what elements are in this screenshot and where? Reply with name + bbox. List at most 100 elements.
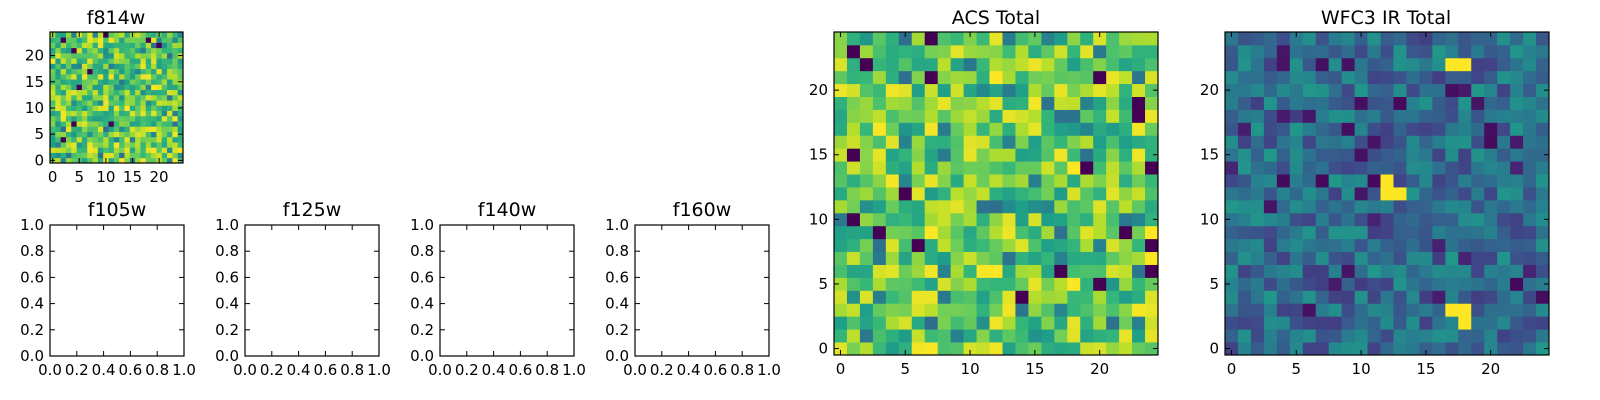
heatmap-cell	[1510, 44, 1524, 59]
heatmap-cell	[1080, 277, 1094, 291]
heatmap-cell	[1041, 277, 1055, 291]
heatmap-cell	[1263, 174, 1278, 188]
heatmap-cell	[135, 121, 141, 127]
axes-f105w: 0.0 0.2 0.4 0.6 0.8 1.00.00.20.40.60.81.0	[20, 216, 196, 379]
heatmap-cell	[1276, 277, 1291, 291]
heatmap-cell	[1341, 122, 1355, 136]
heatmap-cell	[924, 290, 939, 304]
heatmap-cell	[1041, 148, 1055, 162]
heatmap-cell	[129, 42, 136, 49]
heatmap-cell	[1263, 135, 1278, 149]
heatmap-cell	[161, 73, 168, 80]
heatmap-cell	[924, 238, 939, 253]
heatmap-cell	[1341, 251, 1355, 265]
heatmap-cell	[846, 329, 861, 343]
heatmap-cell	[92, 157, 99, 164]
heatmap-cell	[135, 32, 141, 38]
heatmap-cell	[859, 329, 874, 343]
heatmap-cell	[65, 47, 72, 54]
heatmap-cell	[1380, 329, 1394, 343]
heatmap-cell	[113, 131, 120, 138]
heatmap-cell	[145, 157, 152, 164]
heatmap-cell	[172, 105, 179, 111]
heatmap-cell	[108, 126, 115, 132]
heatmap-cell	[129, 79, 136, 85]
axes-f160w: 0.0 0.2 0.4 0.6 0.8 1.00.00.20.40.60.81.0	[605, 216, 781, 379]
heatmap-cell	[1028, 290, 1042, 304]
heatmap-cell	[1132, 264, 1146, 278]
heatmap-cell	[1341, 212, 1355, 227]
heatmap-cell	[172, 89, 179, 96]
heatmap-cell	[1393, 32, 1407, 46]
heatmap-cell	[1419, 109, 1433, 123]
heatmap-cell	[1041, 57, 1055, 72]
heatmap-cell	[1289, 225, 1304, 240]
heatmap-cell	[1380, 342, 1394, 356]
heatmap-cell	[1445, 238, 1459, 253]
heatmap-cell	[911, 290, 926, 304]
heatmap-cell	[1106, 238, 1120, 253]
heatmap-cell	[108, 157, 115, 164]
heatmap-cell	[1354, 44, 1368, 59]
heatmap-cell	[167, 79, 173, 85]
heatmap-cell	[156, 68, 163, 75]
heatmap-cell	[156, 94, 163, 101]
heatmap-cell	[1497, 70, 1511, 85]
heatmap-cell	[156, 79, 163, 85]
heatmap-cell	[1028, 342, 1042, 356]
heatmap-cell	[1523, 32, 1537, 46]
heatmap-cell	[1302, 135, 1317, 149]
heatmap-cell	[76, 63, 83, 70]
heatmap-cell	[1119, 329, 1133, 343]
heatmap-cell	[81, 63, 88, 70]
heatmap-cell	[859, 264, 874, 278]
heatmap-cell	[124, 147, 131, 153]
heatmap-cell	[145, 63, 152, 70]
heatmap-cell	[1276, 290, 1291, 304]
heatmap-cell	[1028, 32, 1042, 46]
heatmap-cell	[1119, 316, 1133, 330]
heatmap-cell	[1054, 109, 1068, 123]
heatmap-cell	[1536, 148, 1550, 162]
heatmap-cell	[1302, 32, 1317, 46]
heatmap-cell	[846, 187, 861, 201]
heatmap-cell	[1341, 135, 1355, 149]
heatmap-cell	[1445, 135, 1459, 149]
heatmap-cell	[140, 142, 147, 148]
heatmap-cell	[924, 187, 939, 201]
heatmap-cell	[76, 47, 83, 54]
heatmap-cell	[87, 147, 93, 153]
heatmap-cell	[1406, 277, 1420, 291]
x-tick-label-f140w: 0.8	[535, 361, 559, 379]
heatmap-cell	[161, 136, 168, 143]
heatmap-cell	[1054, 277, 1068, 291]
heatmap-cell	[172, 63, 179, 70]
x-tick-label-f140w: 0.4	[482, 361, 506, 379]
heatmap-cell	[1458, 277, 1472, 291]
heatmap-cell	[1536, 122, 1550, 136]
heatmap-cell	[1041, 161, 1055, 175]
y-tick-label-f814w: 10	[25, 99, 44, 117]
heatmap-cell	[1289, 199, 1304, 214]
heatmap-cell	[108, 42, 115, 49]
heatmap-cell	[976, 264, 990, 278]
heatmap-cell	[140, 68, 147, 75]
heatmap-cell	[92, 115, 99, 122]
x-tick-label-wfc3-ir-total: 0	[1227, 360, 1237, 378]
heatmap-cell	[976, 187, 990, 201]
heatmap-cell	[1289, 57, 1304, 72]
heatmap-cell	[1015, 251, 1029, 265]
heatmap-cell	[145, 84, 152, 91]
heatmap-cell	[1445, 316, 1459, 330]
heatmap-cell	[151, 105, 157, 111]
heatmap-cell	[129, 63, 136, 70]
heatmap-cell	[167, 68, 173, 75]
heatmap-cell	[989, 122, 1003, 136]
heatmap-cell	[1250, 57, 1265, 72]
heatmap-cell	[1054, 187, 1068, 201]
heatmap-cell	[1225, 329, 1239, 343]
heatmap-cell	[50, 89, 56, 96]
heatmap-cell	[1054, 148, 1068, 162]
heatmap-cell	[1250, 109, 1265, 123]
heatmap-cell	[71, 147, 77, 153]
